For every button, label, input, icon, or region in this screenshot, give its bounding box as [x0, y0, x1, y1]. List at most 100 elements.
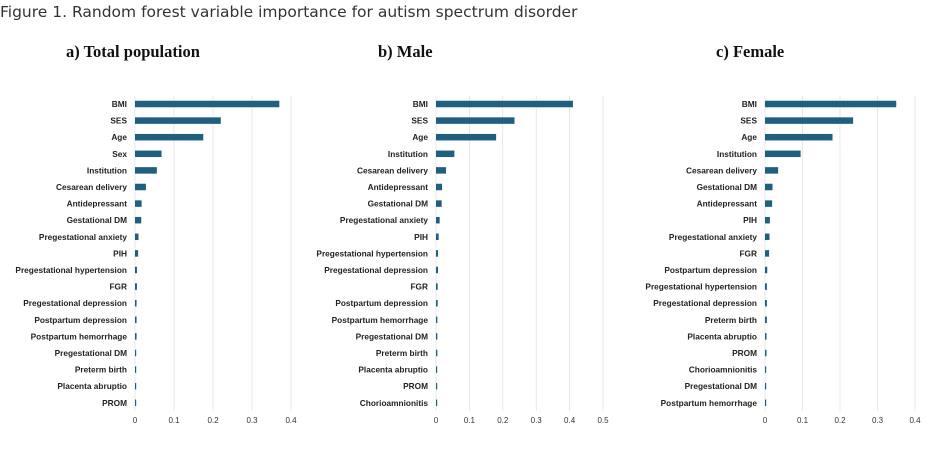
category-label: Institution: [717, 149, 757, 159]
category-label: Pregestational anxiety: [340, 215, 428, 225]
bar: [135, 366, 137, 373]
category-label: Preterm birth: [376, 348, 428, 358]
category-label: FGR: [109, 282, 127, 292]
category-label: Pregestational DM: [55, 348, 127, 358]
category-label: Pregestational hypertension: [15, 265, 127, 275]
bar: [436, 133, 497, 141]
bar: [765, 233, 770, 241]
category-label: Preterm birth: [75, 365, 127, 375]
category-label: Postpartum depression: [664, 265, 757, 275]
category-label: Antidepressant: [368, 182, 429, 192]
category-label: PIH: [743, 215, 757, 225]
bar: [135, 150, 162, 158]
category-label: FGR: [739, 248, 757, 258]
bar: [436, 366, 438, 373]
x-tick-label: 0: [133, 416, 138, 425]
category-label: Cesarean delivery: [56, 182, 127, 192]
bar: [765, 333, 767, 340]
category-label: Antidepressant: [697, 199, 758, 209]
category-label: Institution: [87, 165, 127, 175]
category-label: Age: [741, 132, 757, 142]
bar: [135, 333, 137, 340]
category-label: SES: [740, 116, 757, 126]
category-label: Gestational DM: [67, 215, 127, 225]
bar: [765, 399, 767, 407]
bar: [436, 283, 438, 290]
category-label: SES: [110, 116, 127, 126]
category-label: Pregestational depression: [23, 298, 127, 308]
bar: [436, 233, 439, 241]
category-label: Chorioamnionitis: [360, 398, 429, 408]
bar: [135, 200, 142, 207]
x-tick-label: 0.1: [797, 416, 809, 425]
category-label: Age: [111, 132, 127, 142]
figure-caption: Figure 1. Random forest variable importa…: [0, 3, 578, 21]
category-label: Placenta abruptio: [687, 331, 757, 341]
x-tick-label: 0.2: [834, 416, 846, 425]
category-label: Chorioamnionitis: [689, 365, 758, 375]
bar: [765, 200, 773, 207]
x-tick-label: 0.4: [564, 416, 576, 425]
category-label: BMI: [112, 99, 127, 109]
bar: [765, 117, 854, 124]
bar: [436, 399, 438, 407]
category-label: Postpartum hemorrhage: [31, 331, 128, 341]
bar: [135, 399, 137, 407]
bar: [765, 167, 779, 174]
bar: [765, 266, 768, 274]
category-label: Pregestational hypertension: [316, 248, 428, 258]
bar: [135, 349, 137, 357]
bar: [135, 133, 204, 141]
bar: [765, 366, 767, 373]
bar: [436, 299, 438, 307]
bar: [765, 100, 897, 108]
category-label: Pregestational hypertension: [645, 282, 757, 292]
bar: [436, 216, 440, 224]
bar: [765, 216, 770, 224]
bar: [135, 167, 157, 174]
category-label: BMI: [413, 99, 428, 109]
bar: [135, 183, 146, 191]
category-label: BMI: [742, 99, 757, 109]
category-label: Placenta abruptio: [57, 381, 127, 391]
bar: [135, 382, 137, 390]
bar: [436, 266, 439, 274]
bar: [765, 349, 767, 357]
bar: [135, 250, 139, 257]
bar: [436, 183, 443, 191]
bar: [135, 316, 137, 324]
category-label: SES: [411, 116, 428, 126]
x-tick-label: 0: [763, 416, 768, 425]
category-label: Placenta abruptio: [358, 365, 428, 375]
category-label: Institution: [388, 149, 428, 159]
x-tick-label: 0.4: [909, 416, 921, 425]
x-tick-label: 0.3: [872, 416, 884, 425]
bar: [135, 100, 280, 108]
category-label: Pregestational depression: [653, 298, 757, 308]
x-tick-label: 0: [434, 416, 439, 425]
category-label: Postpartum depression: [335, 298, 428, 308]
bar: [135, 283, 137, 290]
x-tick-label: 0.5: [597, 416, 609, 425]
category-label: FGR: [410, 282, 428, 292]
bar: [135, 233, 139, 241]
bar: [765, 183, 773, 191]
category-label: Sex: [112, 149, 127, 159]
category-label: PROM: [403, 381, 428, 391]
bar: [765, 316, 767, 324]
bar: [436, 349, 438, 357]
bar: [436, 250, 439, 257]
category-label: Postpartum depression: [34, 315, 127, 325]
category-label: PROM: [102, 398, 127, 408]
category-label: Postpartum hemorrhage: [332, 315, 429, 325]
bar: [135, 299, 137, 307]
bar: [436, 382, 438, 390]
category-label: Antidepressant: [67, 199, 128, 209]
category-label: Cesarean delivery: [357, 165, 428, 175]
panel-title-male: b) Male: [378, 42, 433, 61]
x-tick-label: 0.2: [207, 416, 219, 425]
bar: [436, 150, 455, 158]
